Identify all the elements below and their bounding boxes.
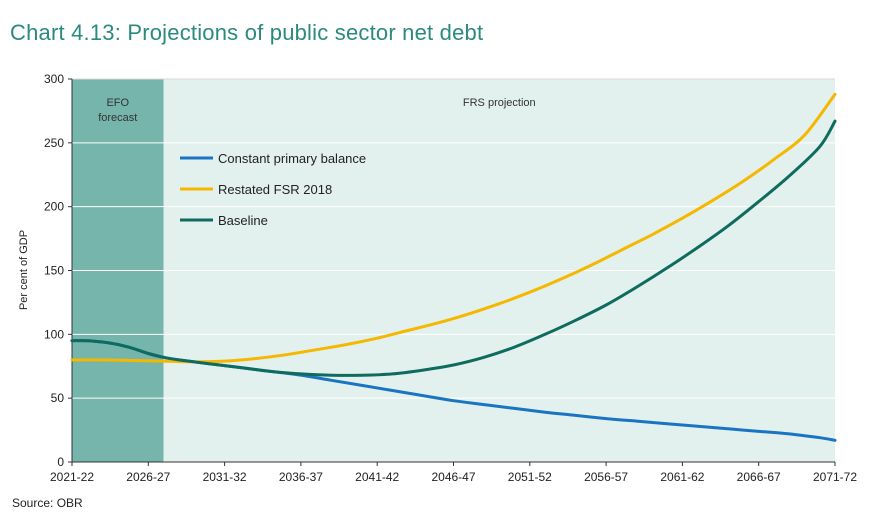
x-tick-label: 2021-22 [50, 470, 94, 484]
x-tick-label: 2046-47 [431, 470, 475, 484]
x-tick-label: 2066-67 [737, 470, 781, 484]
x-tick-label: 2071-72 [813, 470, 857, 484]
y-tick-label: 200 [44, 200, 64, 214]
legend-label-restated-fsr-2018: Restated FSR 2018 [218, 182, 332, 197]
region-label: forecast [98, 112, 137, 124]
x-tick-label: 2051-52 [508, 470, 552, 484]
gridlines [72, 78, 835, 399]
y-axis-label: Per cent of GDP [18, 230, 30, 310]
legend-label-constant-primary-balance: Constant primary balance [218, 151, 366, 166]
axes: 0 50 100 150 200 250 300 2021-22 2026-27 2031-32 2… [44, 72, 857, 484]
legend-label-baseline: Baseline [218, 213, 268, 228]
region-label: FRS projection [463, 97, 536, 109]
y-tick-label: 300 [44, 72, 64, 86]
x-tick-label: 2041-42 [355, 470, 399, 484]
y-tick-label: 250 [44, 136, 64, 150]
y-tick-label: 0 [57, 455, 64, 469]
series-line-baseline [70, 119, 837, 377]
x-tick-label: 2036-37 [279, 470, 323, 484]
region-label: EFO [106, 97, 129, 109]
y-tick-label: 100 [44, 327, 64, 341]
x-tick-label: 2056-57 [584, 470, 628, 484]
chart-title: Chart 4.13: Projections of public sector… [10, 20, 484, 45]
source-note: Source: OBR [12, 496, 83, 510]
y-tick-label: 50 [51, 391, 65, 405]
y-tick-label: 150 [44, 264, 64, 278]
series-lines [70, 92, 837, 442]
x-tick-label: 2061-62 [660, 470, 704, 484]
legend: Constant primary balance Restated FSR 201… [180, 151, 366, 228]
x-tick-label: 2031-32 [203, 470, 247, 484]
x-tick-label: 2026-27 [126, 470, 170, 484]
